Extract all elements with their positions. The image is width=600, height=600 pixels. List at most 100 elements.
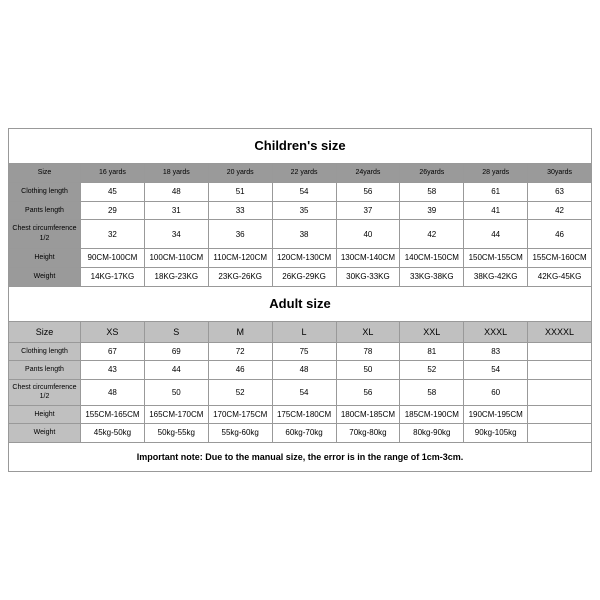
children-data-cell: 14KG-17KG	[81, 267, 145, 286]
children-data-cell: 38	[272, 220, 336, 249]
children-data-cell: 23KG-26KG	[208, 267, 272, 286]
children-data-cell: 110CM-120CM	[208, 248, 272, 267]
adult-row-label: Pants length	[9, 361, 81, 379]
children-data-cell: 46	[528, 220, 592, 249]
children-data-cell: 130CM-140CM	[336, 248, 400, 267]
adult-data-cell: 48	[81, 379, 145, 406]
children-data-cell: 40	[336, 220, 400, 249]
adult-title-row: Adult size	[9, 286, 592, 321]
adult-data-cell: 43	[81, 361, 145, 379]
children-row-label: Clothing length	[9, 182, 81, 201]
adult-data-cell: 54	[272, 379, 336, 406]
children-data-cell: 29	[81, 201, 145, 220]
adult-data-cell: 70kg-80kg	[336, 424, 400, 442]
adult-header-cell: S	[144, 321, 208, 343]
children-row-label: Chest circumference 1/2	[9, 220, 81, 249]
children-data-row: Chest circumference 1/23234363840424446	[9, 220, 592, 249]
adult-data-cell: 44	[144, 361, 208, 379]
children-data-cell: 140CM-150CM	[400, 248, 464, 267]
children-data-cell: 150CM-155CM	[464, 248, 528, 267]
adult-data-cell: 80kg-90kg	[400, 424, 464, 442]
adult-data-cell	[528, 424, 592, 442]
children-data-cell: 58	[400, 182, 464, 201]
children-row-label: Pants length	[9, 201, 81, 220]
adult-data-cell	[528, 406, 592, 424]
adult-header-cell: XL	[336, 321, 400, 343]
adult-data-cell: 58	[400, 379, 464, 406]
children-data-cell: 42KG-45KG	[528, 267, 592, 286]
children-data-cell: 33KG-38KG	[400, 267, 464, 286]
adult-data-cell: 78	[336, 343, 400, 361]
adult-data-cell: 83	[464, 343, 528, 361]
adult-row-label: Weight	[9, 424, 81, 442]
children-data-row: Clothing length4548515456586163	[9, 182, 592, 201]
children-data-cell: 48	[144, 182, 208, 201]
size-chart-table: Children's sizeSize16 yards18 yards20 ya…	[8, 128, 592, 472]
children-data-cell: 120CM-130CM	[272, 248, 336, 267]
adult-header-cell: XXXXL	[528, 321, 592, 343]
children-header-cell: 26yards	[400, 163, 464, 182]
children-data-cell: 54	[272, 182, 336, 201]
adult-data-cell: 55kg-60kg	[208, 424, 272, 442]
children-data-cell: 30KG-33KG	[336, 267, 400, 286]
adult-data-cell: 52	[400, 361, 464, 379]
children-header-cell: 16 yards	[81, 163, 145, 182]
adult-data-row: Chest circumference 1/248505254565860	[9, 379, 592, 406]
children-data-cell: 42	[400, 220, 464, 249]
children-header-cell: 28 yards	[464, 163, 528, 182]
children-data-cell: 63	[528, 182, 592, 201]
adult-data-cell: 60	[464, 379, 528, 406]
children-data-cell: 90CM-100CM	[81, 248, 145, 267]
adult-row-label: Height	[9, 406, 81, 424]
adult-header-cell: Size	[9, 321, 81, 343]
children-header-cell: Size	[9, 163, 81, 182]
adult-data-row: Height155CM-165CM165CM-170CM170CM-175CM1…	[9, 406, 592, 424]
children-header-cell: 30yards	[528, 163, 592, 182]
adult-data-cell: 75	[272, 343, 336, 361]
adult-data-cell	[528, 379, 592, 406]
children-data-cell: 41	[464, 201, 528, 220]
adult-data-cell: 46	[208, 361, 272, 379]
adult-data-cell: 48	[272, 361, 336, 379]
adult-data-cell: 69	[144, 343, 208, 361]
children-data-cell: 38KG-42KG	[464, 267, 528, 286]
adult-data-row: Weight45kg-50kg50kg-55kg55kg-60kg60kg-70…	[9, 424, 592, 442]
adult-data-cell: 54	[464, 361, 528, 379]
size-chart-container: Children's sizeSize16 yards18 yards20 ya…	[4, 124, 596, 476]
children-header-row: Size16 yards18 yards20 yards22 yards24ya…	[9, 163, 592, 182]
children-data-cell: 34	[144, 220, 208, 249]
adult-header-cell: XXL	[400, 321, 464, 343]
children-data-cell: 31	[144, 201, 208, 220]
children-data-row: Weight14KG-17KG18KG-23KG23KG-26KG26KG-29…	[9, 267, 592, 286]
adult-data-cell	[528, 361, 592, 379]
adult-data-cell: 60kg-70kg	[272, 424, 336, 442]
adult-header-cell: XS	[81, 321, 145, 343]
adult-data-cell: 170CM-175CM	[208, 406, 272, 424]
adult-title: Adult size	[9, 286, 592, 321]
adult-header-cell: XXXL	[464, 321, 528, 343]
adult-data-cell: 52	[208, 379, 272, 406]
adult-header-cell: L	[272, 321, 336, 343]
adult-data-cell: 175CM-180CM	[272, 406, 336, 424]
adult-row-label: Chest circumference 1/2	[9, 379, 81, 406]
children-data-cell: 18KG-23KG	[144, 267, 208, 286]
children-data-cell: 155CM-160CM	[528, 248, 592, 267]
children-data-cell: 100CM-110CM	[144, 248, 208, 267]
children-data-cell: 56	[336, 182, 400, 201]
children-header-cell: 20 yards	[208, 163, 272, 182]
children-header-cell: 24yards	[336, 163, 400, 182]
adult-data-cell: 45kg-50kg	[81, 424, 145, 442]
children-header-cell: 22 yards	[272, 163, 336, 182]
adult-header-row: SizeXSSMLXLXXLXXXLXXXXL	[9, 321, 592, 343]
adult-data-cell: 56	[336, 379, 400, 406]
adult-data-cell: 190CM-195CM	[464, 406, 528, 424]
adult-data-cell: 67	[81, 343, 145, 361]
adult-data-row: Pants length43444648505254	[9, 361, 592, 379]
children-data-cell: 61	[464, 182, 528, 201]
children-data-row: Height90CM-100CM100CM-110CM110CM-120CM12…	[9, 248, 592, 267]
children-data-cell: 51	[208, 182, 272, 201]
children-data-cell: 33	[208, 201, 272, 220]
adult-header-cell: M	[208, 321, 272, 343]
children-data-cell: 39	[400, 201, 464, 220]
adult-row-label: Clothing length	[9, 343, 81, 361]
